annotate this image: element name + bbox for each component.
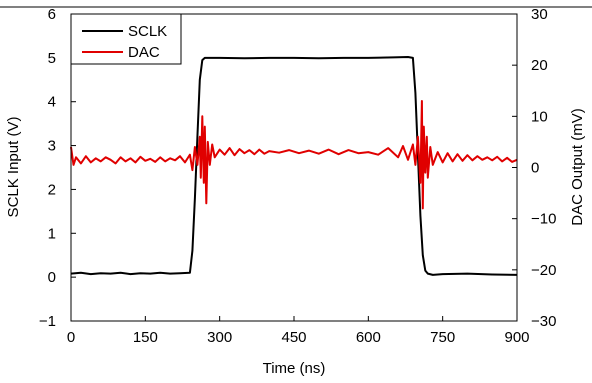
axis-layer: 0 150 300 450 600 750 900−10123456−30−20−10010… bbox=[39, 6, 557, 346]
right-y-tick-label: −10 bbox=[531, 211, 556, 228]
legend-label-dac: DAC bbox=[128, 44, 160, 61]
right-y-tick-label: −20 bbox=[531, 262, 556, 279]
left-y-tick-label: −1 bbox=[39, 313, 56, 330]
x-tick-label: 300 bbox=[207, 329, 232, 346]
left-y-tick-label: 1 bbox=[48, 225, 56, 242]
right-y-tick-label: 10 bbox=[531, 108, 548, 125]
left-y-tick-label: 3 bbox=[48, 138, 56, 155]
left-y-axis-title: SCLK Input (V) bbox=[5, 117, 22, 218]
legend-box bbox=[70, 13, 182, 65]
legend-label-sclk: SCLK bbox=[128, 23, 167, 40]
right-y-axis-title: DAC Output (mV) bbox=[569, 108, 586, 226]
series-line-dac bbox=[70, 100, 518, 210]
series-line-sclk bbox=[70, 56, 518, 276]
right-y-tick-label: 0 bbox=[531, 160, 539, 177]
x-axis-title: Time (ns) bbox=[263, 360, 326, 377]
x-tick-label: 0 bbox=[67, 329, 75, 346]
x-tick-label: 450 bbox=[281, 329, 306, 346]
x-tick-label: 150 bbox=[133, 329, 158, 346]
left-y-tick-label: 4 bbox=[48, 94, 56, 111]
legend: SCLK DAC bbox=[70, 13, 182, 65]
left-y-tick-label: 5 bbox=[48, 50, 56, 67]
x-tick-label: 600 bbox=[356, 329, 381, 346]
series-layer bbox=[70, 56, 518, 276]
x-tick-label: 750 bbox=[430, 329, 455, 346]
left-y-tick-label: 2 bbox=[48, 181, 56, 198]
left-y-tick-label: 6 bbox=[48, 6, 56, 23]
right-y-tick-label: −30 bbox=[531, 313, 556, 330]
left-y-tick-label: 0 bbox=[48, 269, 56, 286]
right-y-tick-label: 20 bbox=[531, 57, 548, 74]
x-tick-label: 900 bbox=[504, 329, 529, 346]
right-y-tick-label: 30 bbox=[531, 6, 548, 23]
